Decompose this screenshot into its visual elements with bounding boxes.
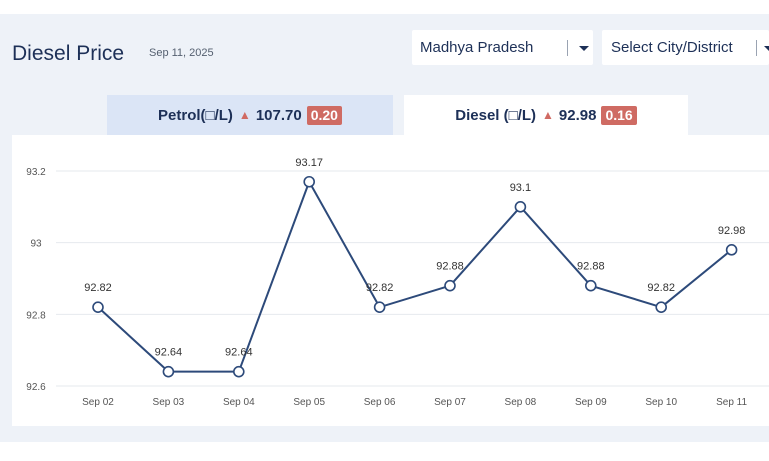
data-label: 92.88	[577, 261, 605, 273]
data-label: 92.82	[647, 282, 675, 294]
y-tick-label: 93.2	[26, 167, 46, 178]
x-tick-label: Sep 04	[223, 397, 255, 408]
data-point	[92, 301, 104, 313]
x-tick-label: Sep 03	[153, 397, 185, 408]
y-tick-label: 93	[30, 239, 42, 250]
petrol-change-badge: 0.20	[306, 105, 342, 125]
data-point	[514, 201, 527, 213]
tab-petrol-price: 107.70	[255, 106, 302, 124]
data-point	[303, 175, 316, 188]
page-date: Sep 11, 2025	[149, 47, 214, 59]
city-select[interactable]: Select City/District	[602, 30, 769, 65]
data-label: 92.98	[718, 225, 746, 237]
data-label: 92.82	[366, 282, 394, 294]
data-point	[233, 365, 245, 378]
data-label: 92.64	[225, 347, 253, 359]
x-tick-label: Sep 11	[716, 397, 747, 408]
data-label: 92.88	[436, 261, 464, 273]
tab-petrol[interactable]: Petrol(□/L) ▲ 107.70 0.20	[107, 95, 393, 135]
select-divider	[756, 40, 757, 56]
page-title: Diesel Price	[12, 42, 125, 65]
data-point	[373, 301, 386, 313]
chevron-down-icon	[579, 46, 589, 51]
data-point	[655, 301, 668, 313]
x-tick-label: Sep 08	[505, 397, 537, 408]
state-select[interactable]: Madhya Pradesh	[412, 30, 593, 65]
y-tick-label: 92.6	[26, 382, 46, 393]
data-label: 92.64	[155, 347, 183, 359]
x-tick-label: Sep 07	[434, 397, 466, 408]
data-label: 93.17	[295, 157, 323, 169]
x-tick-label: Sep 10	[645, 397, 677, 408]
data-label: 92.82	[84, 282, 112, 294]
data-point	[162, 365, 175, 378]
data-point	[584, 279, 597, 292]
data-label: 93.1	[510, 182, 531, 194]
x-tick-label: Sep 02	[82, 397, 114, 408]
x-tick-label: Sep 05	[293, 397, 325, 408]
up-arrow-icon: ▲	[542, 108, 554, 122]
price-line-chart: 92.6 92.8 93 93.2 Sep 02 Sep 03 Sep 04 Sep 05 Se…	[26, 157, 769, 408]
city-select-value: Select City/District	[611, 39, 733, 56]
x-tick-label: Sep 06	[364, 397, 396, 408]
tab-diesel-price: 92.98	[558, 106, 597, 124]
tab-diesel-label: Diesel (□/L)	[455, 106, 537, 124]
price-chart-card: 92.6 92.8 93 93.2 Sep 02 Sep 03 Sep 04 Sep 05 Se…	[12, 135, 769, 426]
diesel-change-badge: 0.16	[601, 105, 637, 125]
series-line	[97, 180, 733, 373]
tab-petrol-label: Petrol(□/L)	[158, 106, 233, 124]
data-point	[725, 244, 738, 256]
select-divider	[567, 40, 568, 56]
x-tick-label: Sep 09	[575, 397, 607, 408]
chevron-down-icon	[764, 46, 769, 51]
up-arrow-icon: ▲	[238, 108, 251, 122]
state-select-value: Madhya Pradesh	[420, 39, 534, 56]
y-tick-label: 92.8	[26, 310, 46, 321]
tab-diesel[interactable]: Diesel (□/L) ▲ 92.98 0.16	[404, 95, 688, 135]
data-point	[444, 279, 456, 292]
